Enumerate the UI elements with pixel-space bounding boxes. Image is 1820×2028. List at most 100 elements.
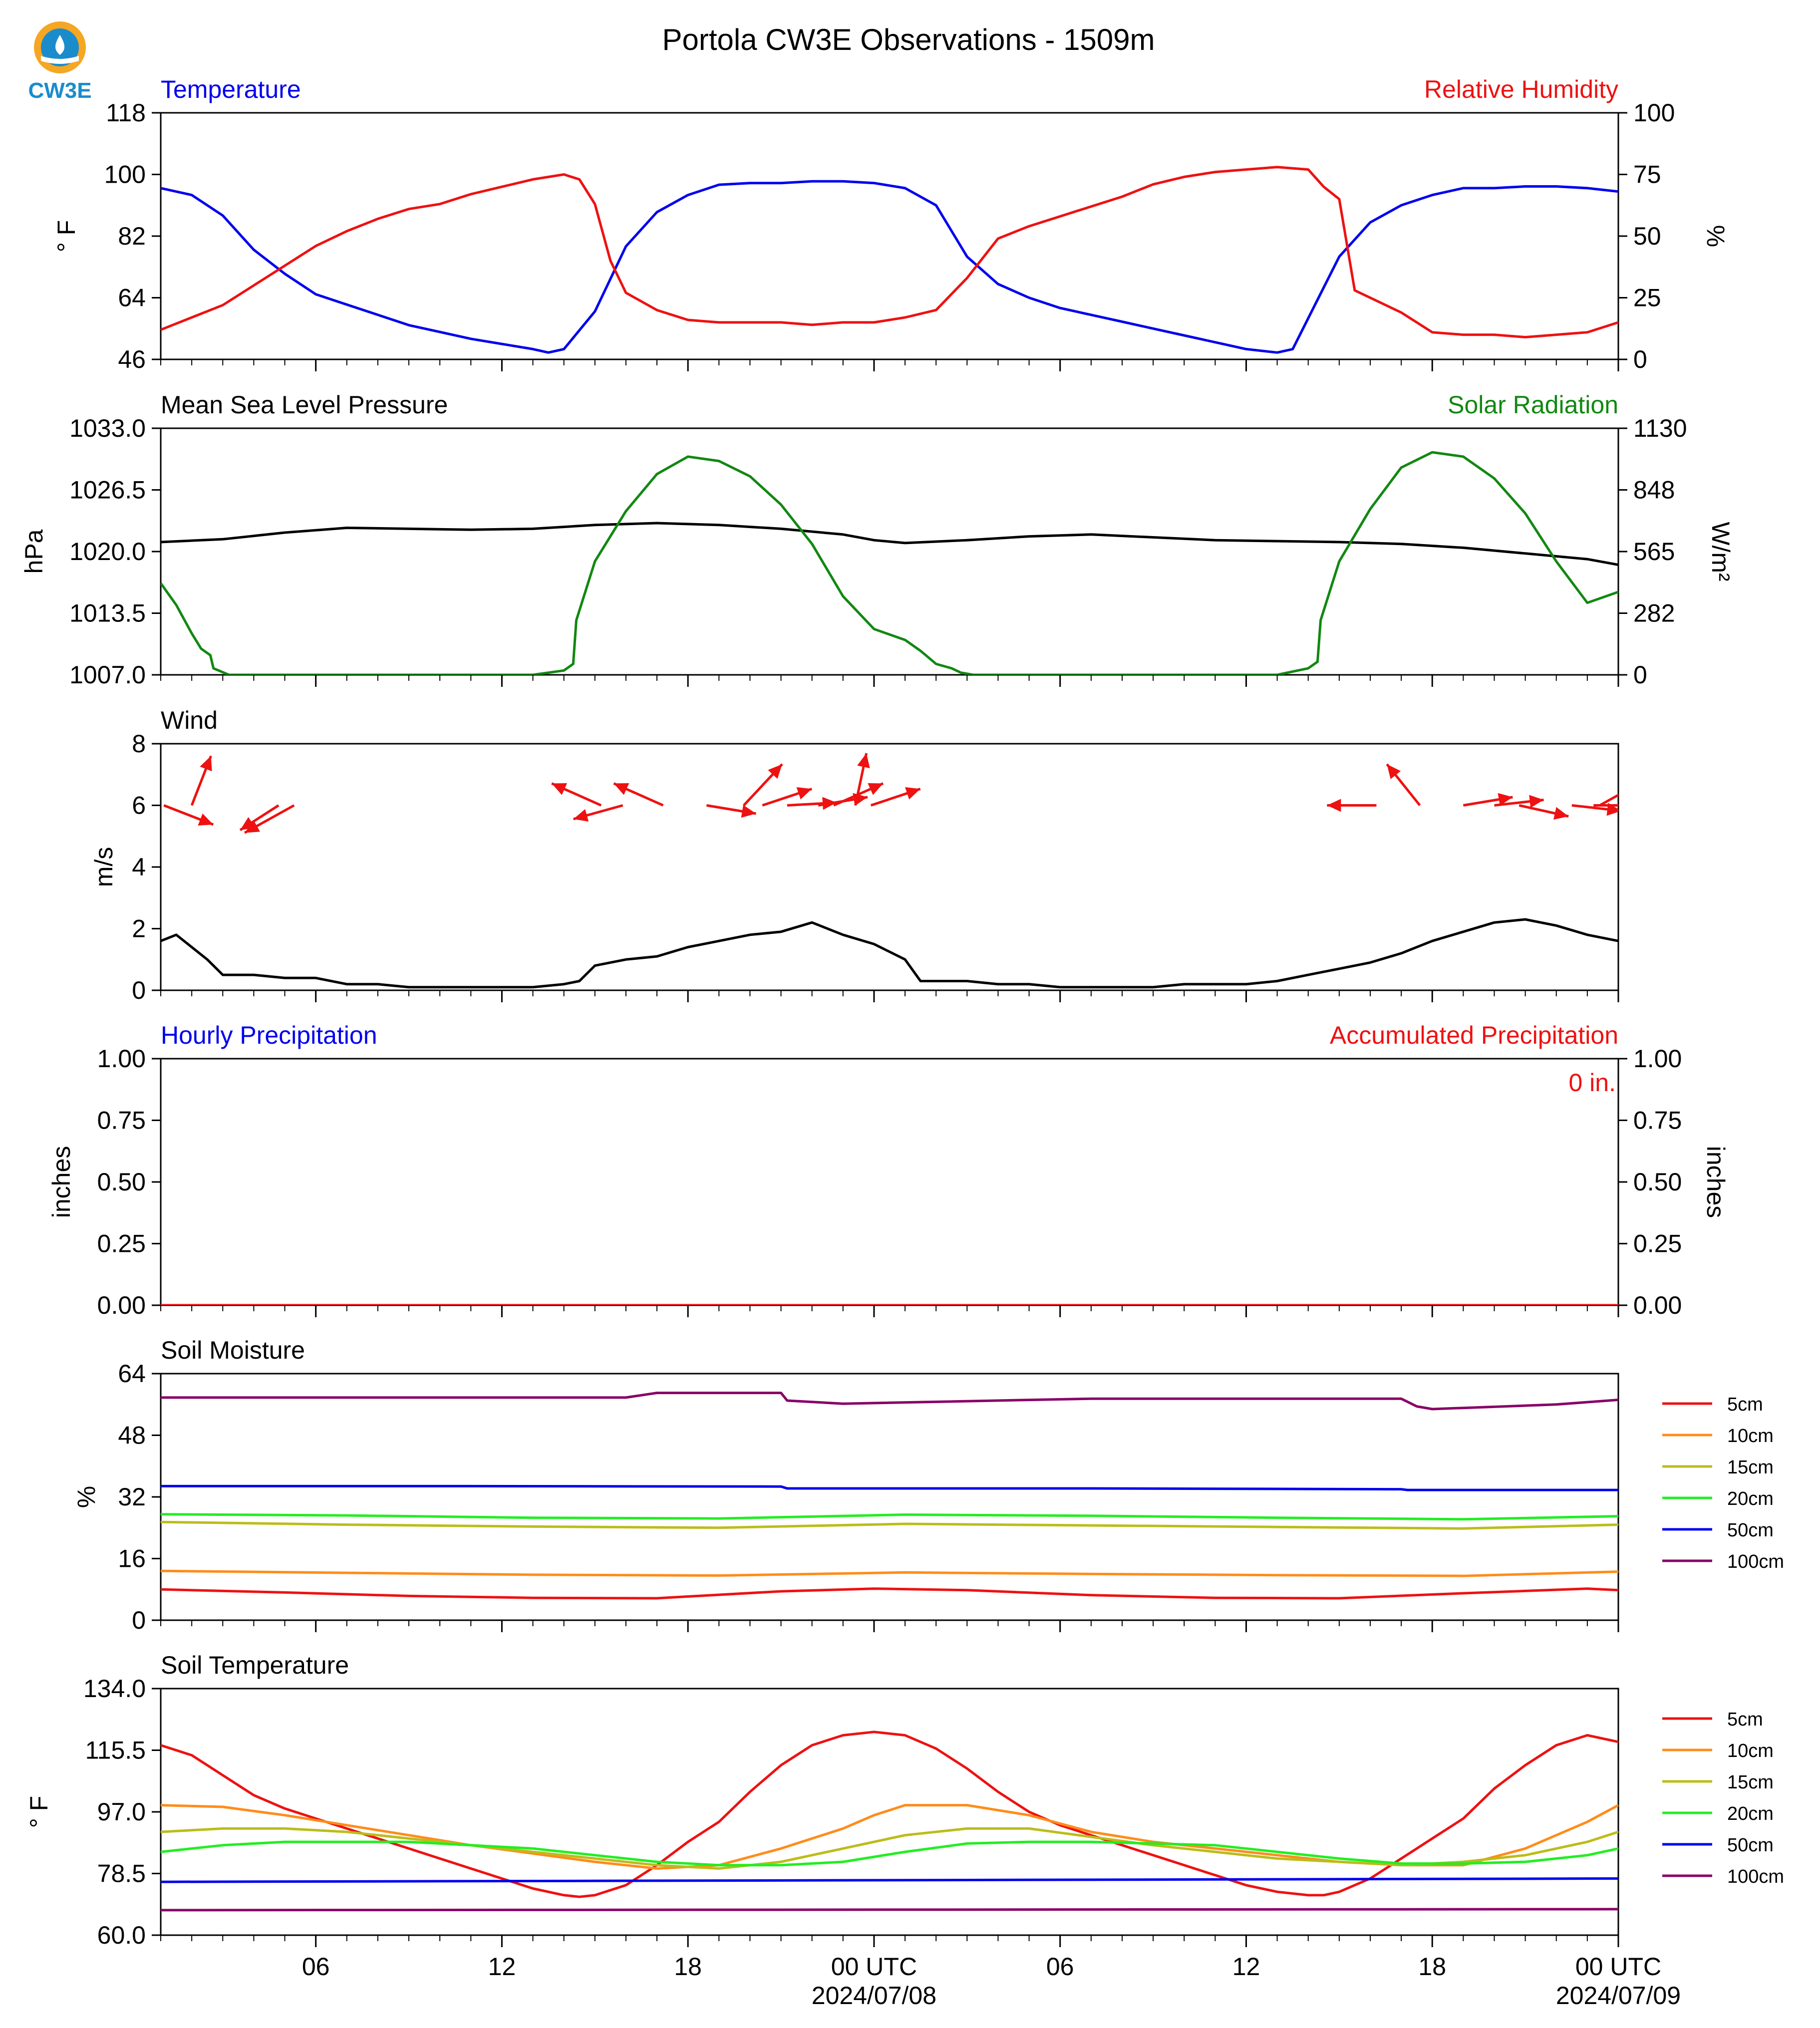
wind-vector-head <box>1634 778 1649 791</box>
series-line-50cm <box>161 1877 1618 1883</box>
series-line-5cm <box>161 1587 1618 1600</box>
wind-vector <box>1599 793 1618 807</box>
panel-right-title: Solar Radiation <box>1448 391 1618 419</box>
logo-wave-icon <box>41 56 79 64</box>
left-y-tick-label: 118 <box>106 99 146 127</box>
plot-frame <box>160 1373 1619 1621</box>
panel-left-title: Soil Temperature <box>161 1651 349 1679</box>
wind-vector-head <box>1387 764 1401 779</box>
series-line-100cm <box>161 1392 1618 1411</box>
wind-vector-head <box>1327 799 1341 812</box>
left-y-tick-label: 16 <box>118 1545 146 1573</box>
left-y-tick-label: 82 <box>118 222 146 250</box>
panel-left-title: Wind <box>161 706 218 734</box>
series-line-20cm <box>161 1840 1618 1867</box>
series-line-20cm <box>161 1513 1618 1521</box>
chart-panels: Temperature Relative Humidity466482100118… <box>20 75 1784 2010</box>
right-y-tick-label: 25 <box>1633 284 1661 312</box>
logo-drop-icon <box>55 35 64 55</box>
panel-right-title: Accumulated Precipitation <box>1330 1021 1618 1049</box>
x-tick-date-label: 2024/07/09 <box>1556 1982 1681 2010</box>
panel-left-title: Hourly Precipitation <box>161 1021 377 1049</box>
cw3e-logo: CW3E <box>28 21 92 103</box>
x-tick-label: 00 UTC <box>1575 1953 1661 1981</box>
series-group <box>161 166 1618 354</box>
series-line-50cm <box>161 1484 1618 1491</box>
x-tick-label: 12 <box>1232 1953 1260 1981</box>
right-y-tick-label: 0.75 <box>1633 1107 1682 1135</box>
legend-label: 10cm <box>1727 1740 1774 1761</box>
series-line-relative-humidity <box>161 166 1618 338</box>
left-y-tick-label: 1013.5 <box>69 599 146 627</box>
right-y-tick-label: 0.50 <box>1633 1168 1682 1196</box>
left-y-tick-label: 1026.5 <box>69 476 146 504</box>
legend-label: 50cm <box>1727 1835 1774 1856</box>
right-y-tick-label: 75 <box>1633 161 1661 189</box>
right-y-tick-label: 0.25 <box>1633 1230 1682 1258</box>
panel-left-title: Soil Moisture <box>161 1336 305 1364</box>
wind-vector-head <box>552 783 568 795</box>
wind-vector-head <box>868 783 884 795</box>
left-y-tick-label: 32 <box>118 1483 146 1511</box>
right-y-tick-label: 848 <box>1633 476 1675 504</box>
left-y-tick-label: 1007.0 <box>69 661 146 689</box>
page-title: Portola CW3E Observations - 1509m <box>662 23 1155 56</box>
left-y-tick-label: 60.0 <box>97 1921 146 1949</box>
series-group <box>161 451 1618 675</box>
left-y-tick-label: 97.0 <box>97 1798 146 1826</box>
wind-vector-head <box>857 753 870 769</box>
left-y-axis-label: % <box>72 1486 100 1508</box>
left-y-axis-label: ° F <box>25 1796 53 1828</box>
legend-label: 5cm <box>1727 1709 1763 1730</box>
left-y-tick-label: 0 <box>132 976 146 1004</box>
panel-pressure_solar: Mean Sea Level Pressure Solar Radiation 10… <box>20 391 1735 689</box>
right-y-tick-label: 1.00 <box>1633 1045 1682 1073</box>
wind-vector-head <box>573 809 589 822</box>
right-y-tick-label: 1130 <box>1633 414 1687 442</box>
left-y-axis-label: m/s <box>90 847 118 887</box>
left-y-axis-label: inches <box>47 1146 75 1218</box>
x-tick-label: 06 <box>1046 1953 1074 1981</box>
plot-frame <box>160 427 1619 676</box>
right-y-tick-label: 0 <box>1633 345 1647 373</box>
left-y-tick-label: 115.5 <box>85 1737 146 1764</box>
wind-vector-head <box>796 787 812 800</box>
left-y-tick-label: 8 <box>132 730 146 758</box>
panel-precipitation: Hourly Precipitation Accumulated Precipit… <box>47 1021 1730 1319</box>
panel-soil_moisture: Soil Moisture 0 16 32 48 64% 5cm 10cm 15cm 20cm 50… <box>72 1336 1784 1634</box>
legend: 5cm 10cm 15cm 20cm 50cm 100cm <box>1662 1709 1784 1887</box>
series-line-10cm <box>161 1569 1618 1577</box>
legend: 5cm 10cm 15cm 20cm 50cm 100cm <box>1662 1394 1784 1572</box>
series-line-temperature <box>161 180 1618 354</box>
left-y-tick-label: 6 <box>132 792 146 820</box>
x-tick-label: 12 <box>488 1953 516 1981</box>
right-y-tick-label: 282 <box>1633 599 1675 627</box>
left-y-tick-label: 0 <box>132 1606 146 1634</box>
left-y-tick-label: 134.0 <box>83 1675 146 1703</box>
left-y-tick-label: 1033.0 <box>69 414 146 442</box>
legend-label: 50cm <box>1727 1520 1774 1541</box>
legend-label: 15cm <box>1727 1457 1774 1478</box>
panel-wind: Wind 0 2 4 6 8 m/s <box>90 706 1649 1004</box>
x-tick-label: 18 <box>674 1953 702 1981</box>
x-tick-date-label: 2024/07/08 <box>812 1982 936 2010</box>
panel-left-title: Mean Sea Level Pressure <box>161 391 448 419</box>
left-y-tick-label: 64 <box>118 1360 146 1388</box>
series-line-5cm <box>161 1731 1618 1898</box>
left-y-tick-label: 2 <box>132 915 146 943</box>
left-y-tick-label: 100 <box>104 161 146 189</box>
series-group <box>161 1731 1618 1912</box>
x-tick-label: 18 <box>1418 1953 1446 1981</box>
panel-soil_temperature: Soil Temperature 60.0 78.5 97.0 115.5 134.0 ° … <box>25 1651 1784 2010</box>
panel-left-title: Temperature <box>161 75 301 103</box>
panel-right-title: Relative Humidity <box>1424 75 1618 103</box>
series-group <box>161 1392 1618 1600</box>
x-tick-label: 00 UTC <box>831 1953 917 1981</box>
wind-vector-head <box>200 756 212 772</box>
left-y-tick-label: 64 <box>118 284 146 312</box>
wind-vector-head <box>741 805 756 818</box>
legend-label: 5cm <box>1727 1394 1763 1415</box>
left-y-tick-label: 0.75 <box>97 1107 146 1135</box>
left-y-tick-label: 1020.0 <box>69 538 146 566</box>
